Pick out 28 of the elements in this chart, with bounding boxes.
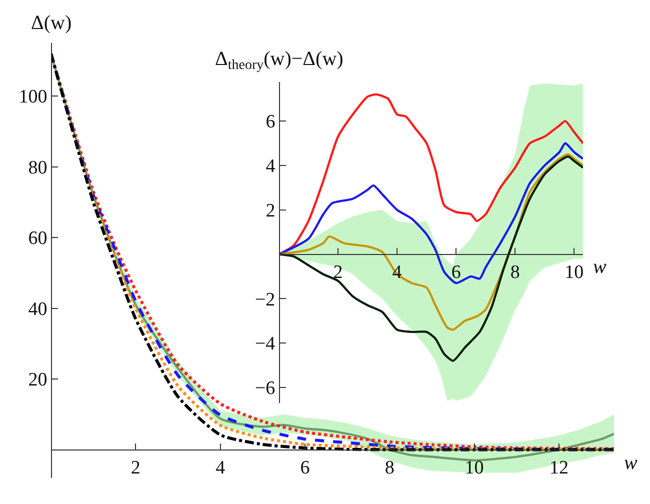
y-axis-title: Δ$_{theory}$(w)−Δ(w) [215,48,344,74]
y-tick-label: −2 [254,289,276,310]
y-tick-label: 2 [266,200,276,222]
x-tick-label: 8 [384,458,394,479]
x-tick-label: 10 [564,262,584,284]
y-tick-label: 4 [266,156,276,178]
x-axis-title: w [624,452,638,474]
x-tick-label: 4 [216,458,226,479]
x-tick-label: 6 [451,262,461,284]
y-tick-label: 80 [28,157,48,178]
x-tick-label: 6 [300,458,310,479]
y-tick-label: 60 [28,228,48,250]
line-series [279,142,583,284]
y-tick-label: 40 [28,298,48,320]
y-tick-label: −4 [254,334,276,355]
line-series [279,153,583,331]
y-axis-title: Δ(w) [31,12,72,34]
x-axis-title: w [593,256,607,278]
y-tick-label: −6 [254,378,276,400]
x-tick-label: 10 [464,458,484,479]
x-tick-label: 2 [130,458,140,479]
x-tick-label: 2 [333,262,343,284]
x-tick-label: 12 [549,458,568,479]
y-tick-label: 100 [18,86,48,108]
x-tick-label: 8 [510,262,520,284]
y-tick-label: 6 [266,112,276,133]
line-series [279,155,583,362]
y-tick-label: 20 [28,370,48,391]
